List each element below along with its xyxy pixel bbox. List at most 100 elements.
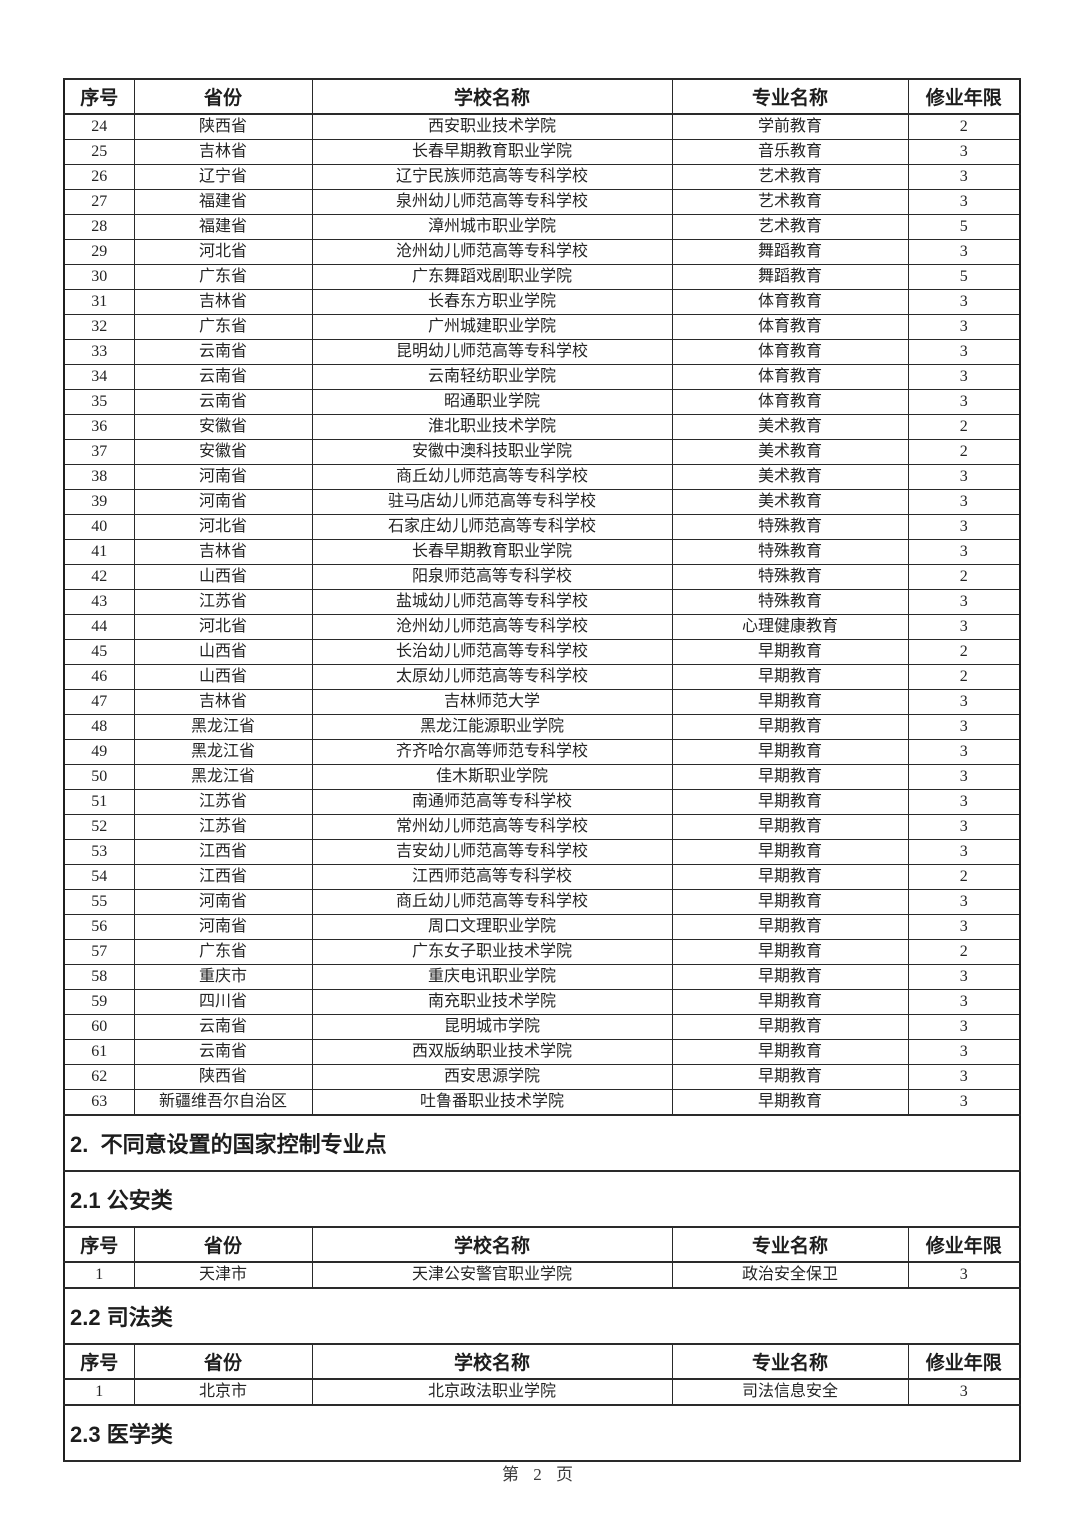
cell-province: 河北省 [133, 514, 313, 540]
cell-years: 3 [907, 464, 1021, 490]
cell-province: 江西省 [133, 839, 313, 865]
cell-major: 艺术教育 [671, 189, 909, 215]
cell-years: 3 [907, 314, 1021, 340]
table-row: 50 黑龙江省 佳木斯职业学院 早期教育 3 [63, 764, 1021, 790]
cell-province: 河南省 [133, 489, 313, 515]
cell-years: 3 [907, 714, 1021, 740]
table-row: 1 天津市 天津公安警官职业学院 政治安全保卫 3 [63, 1261, 1021, 1289]
cell-seq: 55 [63, 889, 135, 915]
cell-years: 3 [907, 489, 1021, 515]
cell-province: 江苏省 [133, 789, 313, 815]
cell-school: 广州城建职业学院 [311, 314, 673, 340]
cell-province: 广东省 [133, 264, 313, 290]
cell-major: 早期教育 [671, 664, 909, 690]
cell-province: 陕西省 [133, 113, 313, 140]
cell-major: 体育教育 [671, 389, 909, 415]
column-header-1: 省份 [133, 1343, 313, 1380]
cell-major: 舞蹈教育 [671, 264, 909, 290]
cell-school: 辽宁民族师范高等专科学校 [311, 164, 673, 190]
cell-province: 山西省 [133, 664, 313, 690]
cell-seq: 51 [63, 789, 135, 815]
table-row: 35 云南省 昭通职业学院 体育教育 3 [63, 389, 1021, 415]
cell-school: 石家庄幼儿师范高等专科学校 [311, 514, 673, 540]
cell-years: 3 [907, 1064, 1021, 1090]
cell-province: 云南省 [133, 339, 313, 365]
section-heading: 2. 不同意设置的国家控制专业点 [63, 1114, 1021, 1172]
cell-school: 北京政法职业学院 [311, 1378, 673, 1406]
table-row: 32 广东省 广州城建职业学院 体育教育 3 [63, 314, 1021, 340]
cell-school: 广东舞蹈戏剧职业学院 [311, 264, 673, 290]
cell-seq: 36 [63, 414, 135, 440]
cell-years: 3 [907, 914, 1021, 940]
cell-years: 3 [907, 789, 1021, 815]
cell-school: 安徽中澳科技职业学院 [311, 439, 673, 465]
cell-major: 美术教育 [671, 464, 909, 490]
cell-school: 阳泉师范高等专科学校 [311, 564, 673, 590]
cell-school: 驻马店幼儿师范高等专科学校 [311, 489, 673, 515]
cell-major: 美术教育 [671, 489, 909, 515]
table-row: 41 吉林省 长春早期教育职业学院 特殊教育 3 [63, 539, 1021, 565]
cell-province: 安徽省 [133, 439, 313, 465]
table-row: 53 江西省 吉安幼儿师范高等专科学校 早期教育 3 [63, 839, 1021, 865]
cell-major: 音乐教育 [671, 139, 909, 165]
cell-seq: 46 [63, 664, 135, 690]
table-row: 42 山西省 阳泉师范高等专科学校 特殊教育 2 [63, 564, 1021, 590]
cell-years: 3 [907, 539, 1021, 565]
cell-years: 5 [907, 264, 1021, 290]
table-row: 38 河南省 商丘幼儿师范高等专科学校 美术教育 3 [63, 464, 1021, 490]
cell-seq: 38 [63, 464, 135, 490]
cell-province: 安徽省 [133, 414, 313, 440]
cell-province: 河南省 [133, 464, 313, 490]
cell-major: 学前教育 [671, 113, 909, 140]
subsection-heading-row: 2.1 公安类 [63, 1170, 1021, 1228]
column-header-2: 学校名称 [311, 1226, 673, 1263]
column-header-3: 专业名称 [671, 1343, 909, 1380]
cell-major: 特殊教育 [671, 539, 909, 565]
cell-years: 3 [907, 689, 1021, 715]
table-row: 39 河南省 驻马店幼儿师范高等专科学校 美术教育 3 [63, 489, 1021, 515]
cell-years: 3 [907, 764, 1021, 790]
cell-province: 山西省 [133, 564, 313, 590]
cell-school: 昆明城市学院 [311, 1014, 673, 1040]
cell-province: 江苏省 [133, 589, 313, 615]
cell-school: 沧州幼儿师范高等专科学校 [311, 614, 673, 640]
cell-major: 早期教育 [671, 1089, 909, 1116]
cell-major: 早期教育 [671, 864, 909, 890]
cell-major: 早期教育 [671, 914, 909, 940]
column-header-3: 专业名称 [671, 78, 909, 115]
cell-province: 云南省 [133, 1039, 313, 1065]
cell-major: 早期教育 [671, 1014, 909, 1040]
cell-school: 天津公安警官职业学院 [311, 1261, 673, 1289]
cell-years: 3 [907, 289, 1021, 315]
cell-major: 早期教育 [671, 889, 909, 915]
cell-province: 陕西省 [133, 1064, 313, 1090]
table-row: 25 吉林省 长春早期教育职业学院 音乐教育 3 [63, 139, 1021, 165]
cell-school: 西安职业技术学院 [311, 113, 673, 140]
table-row: 27 福建省 泉州幼儿师范高等专科学校 艺术教育 3 [63, 189, 1021, 215]
cell-major: 早期教育 [671, 1039, 909, 1065]
cell-seq: 43 [63, 589, 135, 615]
cell-province: 云南省 [133, 1014, 313, 1040]
cell-seq: 63 [63, 1089, 135, 1116]
cell-seq: 39 [63, 489, 135, 515]
table-header-row: 序号 省份 学校名称 专业名称 修业年限 [63, 1343, 1021, 1380]
cell-major: 特殊教育 [671, 564, 909, 590]
cell-years: 3 [907, 1261, 1021, 1289]
cell-seq: 58 [63, 964, 135, 990]
cell-major: 艺术教育 [671, 164, 909, 190]
cell-school: 太原幼儿师范高等专科学校 [311, 664, 673, 690]
cell-province: 黑龙江省 [133, 764, 313, 790]
cell-seq: 61 [63, 1039, 135, 1065]
column-header-0: 序号 [63, 1226, 135, 1263]
cell-school: 西双版纳职业技术学院 [311, 1039, 673, 1065]
cell-major: 心理健康教育 [671, 614, 909, 640]
cell-major: 早期教育 [671, 789, 909, 815]
cell-major: 体育教育 [671, 364, 909, 390]
cell-major: 早期教育 [671, 989, 909, 1015]
cell-seq: 41 [63, 539, 135, 565]
table-row: 34 云南省 云南轻纺职业学院 体育教育 3 [63, 364, 1021, 390]
table-row: 31 吉林省 长春东方职业学院 体育教育 3 [63, 289, 1021, 315]
cell-years: 2 [907, 639, 1021, 665]
table-row: 29 河北省 沧州幼儿师范高等专科学校 舞蹈教育 3 [63, 239, 1021, 265]
cell-major: 司法信息安全 [671, 1378, 909, 1406]
